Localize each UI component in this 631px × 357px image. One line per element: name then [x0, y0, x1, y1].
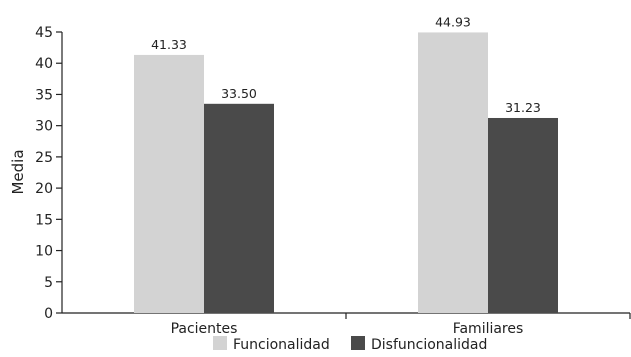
data-label: 31.23 [505, 100, 541, 115]
bars [134, 32, 558, 314]
y-tick-label: 30 [35, 119, 53, 135]
y-tick-label: 35 [35, 87, 53, 103]
bar-funcionalidad-pacientes [134, 54, 204, 313]
y-axis-title: Media [9, 149, 27, 194]
legend-label: Funcionalidad [233, 337, 330, 353]
y-tick-label: 5 [44, 275, 53, 291]
data-label: 33.50 [221, 86, 257, 101]
legend-swatch-funcionalidad [213, 336, 227, 350]
y-tick-label: 45 [35, 25, 53, 41]
y-tick-label: 15 [35, 212, 53, 228]
y-tick-label: 10 [35, 244, 53, 260]
legend: Funcionalidad Disfuncionalidad [213, 336, 487, 353]
data-label: 41.33 [151, 37, 187, 52]
x-tick-label: Pacientes [171, 321, 238, 337]
y-tick-label: 20 [35, 181, 53, 197]
y-tick-label: 25 [35, 150, 53, 166]
y-axis: 0 5 10 15 20 25 30 35 40 45 [35, 25, 63, 322]
bar-disfuncionalidad-familiares [488, 117, 558, 314]
data-label: 44.93 [435, 14, 471, 29]
legend-swatch-disfuncionalidad [351, 336, 365, 350]
x-axis: Pacientes Familiares [62, 312, 631, 337]
bar-disfuncionalidad-pacientes [204, 103, 274, 313]
y-tick-label: 40 [35, 56, 53, 72]
y-tick-label: 0 [44, 306, 53, 322]
data-labels: 41.33 33.50 44.93 31.23 [151, 14, 541, 115]
bar-funcionalidad-familiares [418, 32, 488, 314]
x-tick-label: Familiares [453, 321, 524, 337]
legend-label: Disfuncionalidad [371, 337, 487, 353]
